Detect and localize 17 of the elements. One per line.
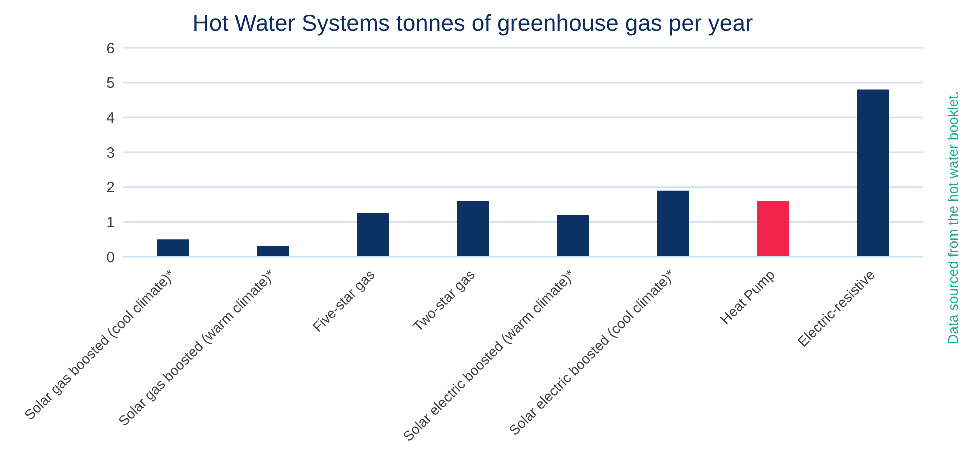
bar <box>457 201 489 257</box>
bar <box>857 90 889 257</box>
chart-title: Hot Water Systems tonnes of greenhouse gas per year <box>192 10 754 37</box>
text: Data sourced from the hot water booklet. <box>945 92 961 344</box>
y-tick-label: 1 <box>106 214 115 232</box>
bar <box>157 240 189 257</box>
bar <box>257 246 289 257</box>
y-tick-label: 4 <box>106 110 115 127</box>
y-tick-label: 2 <box>106 180 115 197</box>
bar <box>657 190 689 257</box>
bar <box>757 201 789 257</box>
bar <box>557 215 589 257</box>
y-tick-label: 5 <box>106 75 115 92</box>
y-tick-label: 3 <box>106 144 115 162</box>
bar <box>357 213 389 257</box>
y-tick-label: 6 <box>106 40 115 58</box>
y-tick-label: 0 <box>106 249 115 266</box>
